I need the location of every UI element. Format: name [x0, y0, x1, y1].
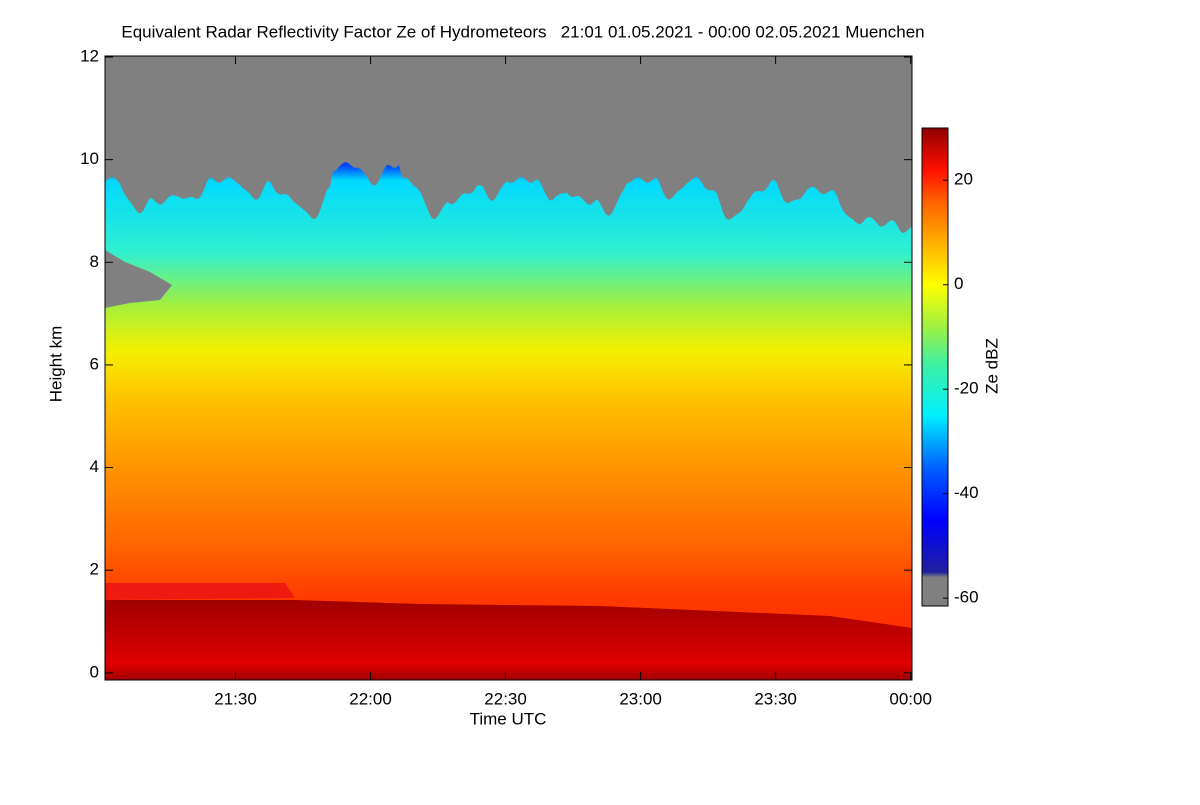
low-band	[105, 583, 295, 600]
y-tick-label: 8	[90, 252, 99, 271]
y-tick-label: 10	[80, 149, 99, 168]
x-tick-label: 23:30	[754, 689, 797, 708]
y-tick-label: 0	[90, 662, 99, 681]
y-axis-label: Height km	[46, 326, 65, 403]
x-tick-label: 23:00	[619, 689, 662, 708]
colorbar-tick-label: -60	[954, 588, 979, 607]
x-axis-label: Time UTC	[470, 709, 547, 728]
no-signal-gap	[105, 250, 172, 308]
y-tick-label: 12	[80, 47, 99, 66]
y-tick-label: 2	[90, 560, 99, 579]
y-tick-label: 4	[90, 457, 99, 476]
colorbar-tick-label: 0	[954, 274, 963, 293]
x-tick-label: 22:00	[349, 689, 392, 708]
x-tick-label: 00:00	[889, 689, 932, 708]
x-tick-label: 22:30	[484, 689, 527, 708]
colorbar-tick-label: 20	[954, 170, 973, 189]
radar-field	[105, 56, 912, 680]
chart-title: Equivalent Radar Reflectivity Factor Ze …	[121, 22, 924, 41]
colorbar-tick-label: -20	[954, 379, 979, 398]
y-tick-label: 6	[90, 354, 99, 373]
cloud-echo	[105, 162, 912, 680]
colorbar	[921, 127, 949, 607]
colorbar-label: Ze dBZ	[982, 338, 1001, 394]
x-tick-label: 21:30	[214, 689, 257, 708]
rain-band	[105, 600, 912, 680]
colorbar-tick-label: -40	[954, 483, 979, 502]
plot-frame	[104, 55, 913, 681]
